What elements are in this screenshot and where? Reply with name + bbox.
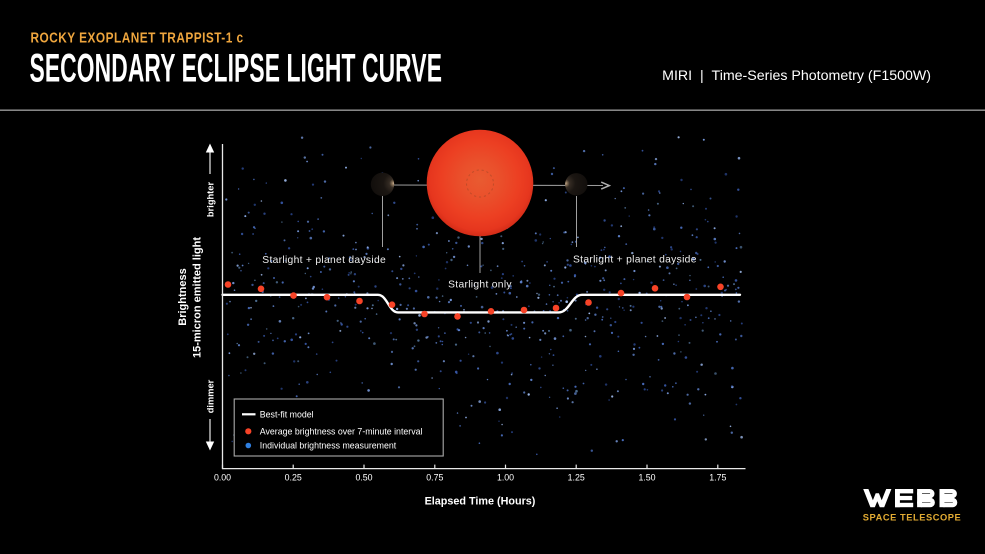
svg-text:0.00: 0.00 <box>214 473 231 483</box>
svg-text:15-micron emitted light: 15-micron emitted light <box>192 237 204 358</box>
svg-text:brighter: brighter <box>205 182 215 218</box>
svg-text:Starlight + planet dayside: Starlight + planet dayside <box>262 255 386 266</box>
svg-text:SPACE TELESCOPE: SPACE TELESCOPE <box>863 512 961 522</box>
svg-text:Starlight + planet dayside: Starlight + planet dayside <box>573 255 697 266</box>
svg-text:Brightness: Brightness <box>177 268 189 325</box>
svg-text:0.25: 0.25 <box>285 473 302 483</box>
svg-text:0.50: 0.50 <box>355 473 372 483</box>
svg-text:MIRI | Time-Series Photometr: MIRI | Time-Series Photometry (F1500W) <box>662 68 931 84</box>
svg-text:ROCKY EXOPLANET TRAPPIST-1 c: ROCKY EXOPLANET TRAPPIST-1 c <box>31 29 244 46</box>
svg-text:1.75: 1.75 <box>709 473 726 483</box>
svg-text:Average brightness over 7-minu: Average brightness over 7-minute interva… <box>260 426 423 436</box>
svg-text:SECONDARY ECLIPSE LIGHT CURVE: SECONDARY ECLIPSE LIGHT CURVE <box>30 46 443 90</box>
svg-text:0.75: 0.75 <box>426 473 443 483</box>
svg-text:Elapsed Time (Hours): Elapsed Time (Hours) <box>425 496 536 508</box>
svg-text:1.00: 1.00 <box>497 473 514 483</box>
svg-text:Individual brightness measurem: Individual brightness measurement <box>260 441 397 451</box>
svg-text:Best-fit model: Best-fit model <box>260 409 314 419</box>
svg-text:1.50: 1.50 <box>638 473 655 483</box>
svg-text:Starlight only: Starlight only <box>448 280 512 291</box>
svg-text:1.25: 1.25 <box>568 473 585 483</box>
svg-text:dimmer: dimmer <box>205 379 215 413</box>
